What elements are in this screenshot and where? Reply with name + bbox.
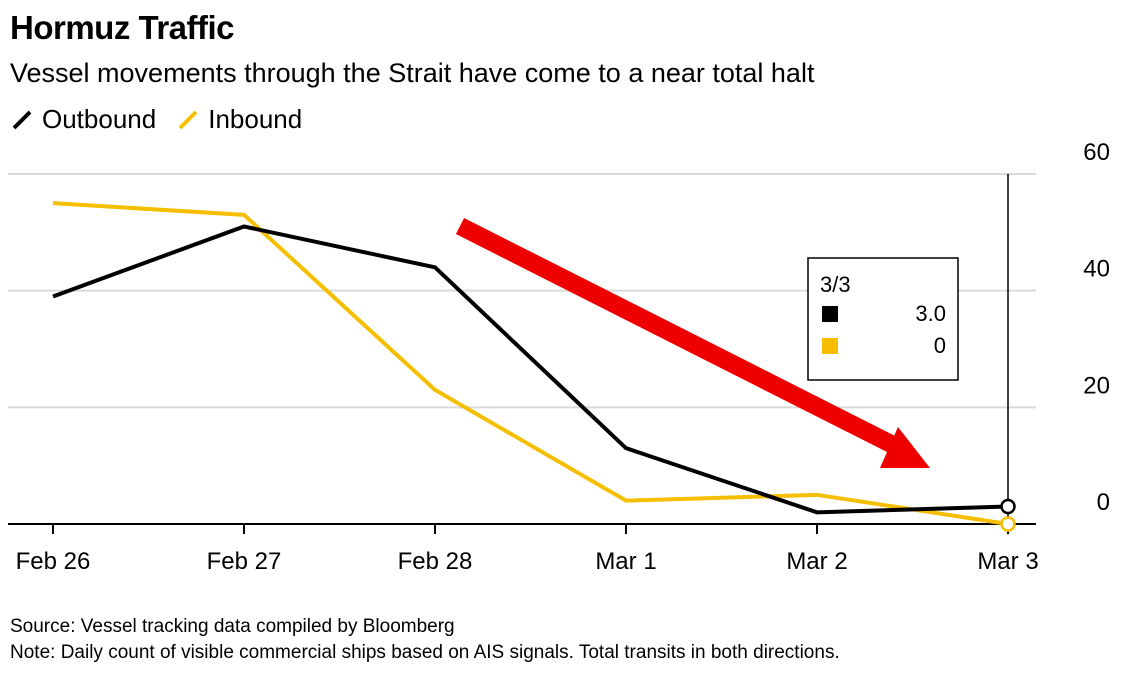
- tooltip-swatch-outbound: [822, 306, 838, 322]
- source-note: Source: Vessel tracking data compiled by…: [10, 616, 455, 637]
- annotation-arrow-shaft: [455, 217, 900, 455]
- tooltip-value-inbound: 0: [934, 333, 946, 358]
- x-tick-label: Mar 2: [786, 548, 847, 575]
- legend-item-inbound[interactable]: Inbound: [176, 104, 302, 135]
- legend-label-outbound: Outbound: [42, 104, 157, 134]
- line-chart[interactable]: 0 20 40 60 Feb 26 Feb 27 Feb 28 Mar 1 Mar 2 Mar 3…: [0, 0, 1132, 600]
- methodology-note: Note: Daily count of visible commercial …: [10, 642, 840, 663]
- y-tick-label: 0: [1097, 489, 1110, 516]
- y-tick-label: 40: [1083, 256, 1110, 283]
- y-tick-label: 60: [1083, 139, 1110, 166]
- legend-label-inbound: Inbound: [208, 104, 303, 134]
- chart-title: Hormuz Traffic: [10, 9, 235, 46]
- inbound-swatch-icon: [178, 110, 198, 129]
- tooltip-swatch-inbound: [822, 338, 838, 354]
- hover-marker-outbound: [1000, 498, 1016, 515]
- tooltip-value-outbound: 3.0: [915, 301, 946, 326]
- x-tick-label: Mar 3: [977, 548, 1038, 575]
- legend-item-outbound[interactable]: Outbound: [10, 104, 156, 135]
- x-tick-label: Feb 27: [207, 548, 282, 575]
- footer: Source: Vessel tracking data compiled by…: [10, 614, 840, 666]
- tooltip-date: 3/3: [820, 272, 851, 297]
- x-tick-label: Mar 1: [595, 548, 656, 575]
- x-tick-label: Feb 28: [398, 548, 473, 575]
- outbound-swatch-icon: [12, 110, 32, 129]
- legend: Outbound Inbound: [10, 104, 322, 135]
- y-tick-label: 20: [1083, 372, 1110, 399]
- hover-marker-inbound: [1000, 516, 1016, 532]
- annotation-arrow-head: [880, 427, 930, 468]
- series-line-outbound[interactable]: [52, 224, 1009, 515]
- x-tick-label: Feb 26: [16, 548, 91, 575]
- chart-subtitle: Vessel movements through the Strait have…: [10, 58, 815, 88]
- series-line-inbound[interactable]: [52, 201, 1009, 526]
